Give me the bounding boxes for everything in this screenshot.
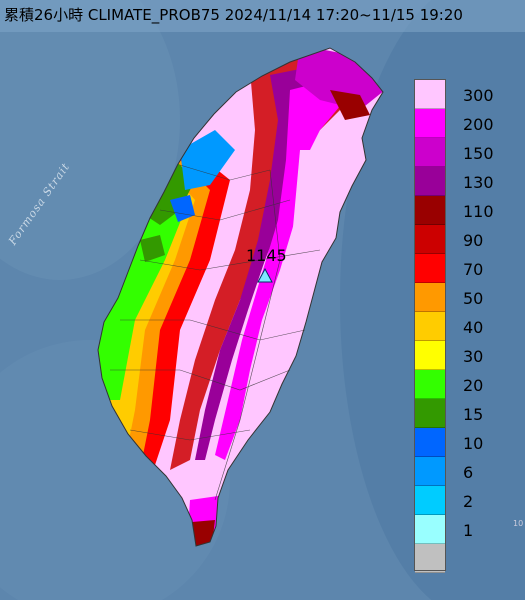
- legend-label: 200: [463, 115, 494, 134]
- legend: 300 200 150 130 110 90 70 50 40 30 20 15 10 6 2 1: [411, 78, 523, 573]
- legend-label: 15: [463, 405, 484, 424]
- station-value: 1145: [246, 246, 287, 265]
- map-title: 累積26小時 CLIMATE_PROB75 2024/11/14 17:20~1…: [4, 6, 463, 24]
- legend-label: 90: [463, 231, 484, 250]
- legend-label: 30: [463, 347, 484, 366]
- legend-label: 6: [463, 463, 474, 482]
- legend-swatch: [415, 80, 445, 109]
- legend-label: 110: [463, 202, 494, 221]
- legend-label: 2: [463, 492, 474, 511]
- legend-swatch: [415, 196, 445, 225]
- legend-swatch: [415, 399, 445, 428]
- legend-swatch: [415, 254, 445, 283]
- legend-swatch: [415, 109, 445, 138]
- legend-swatch: [415, 225, 445, 254]
- legend-swatch: [415, 370, 445, 399]
- legend-label: 10: [463, 434, 484, 453]
- legend-swatch: [415, 167, 445, 196]
- legend-label: 1: [463, 521, 474, 540]
- legend-swatch: [415, 341, 445, 370]
- legend-label: 50: [463, 289, 484, 308]
- legend-swatch: [415, 457, 445, 486]
- legend-swatch: [415, 312, 445, 341]
- legend-label: 20: [463, 376, 484, 395]
- triangle-marker-icon: [257, 268, 273, 283]
- legend-swatch: [415, 428, 445, 457]
- legend-label: 130: [463, 173, 494, 192]
- legend-swatch: [415, 486, 445, 515]
- legend-label: 40: [463, 318, 484, 337]
- legend-swatch: [415, 515, 445, 544]
- legend-swatch: [415, 283, 445, 312]
- legend-label: 70: [463, 260, 484, 279]
- legend-label: 150: [463, 144, 494, 163]
- legend-swatch: [415, 138, 445, 167]
- edge-fragment: 10: [513, 519, 524, 528]
- legend-label: 300: [463, 86, 494, 105]
- legend-swatch: [415, 544, 445, 573]
